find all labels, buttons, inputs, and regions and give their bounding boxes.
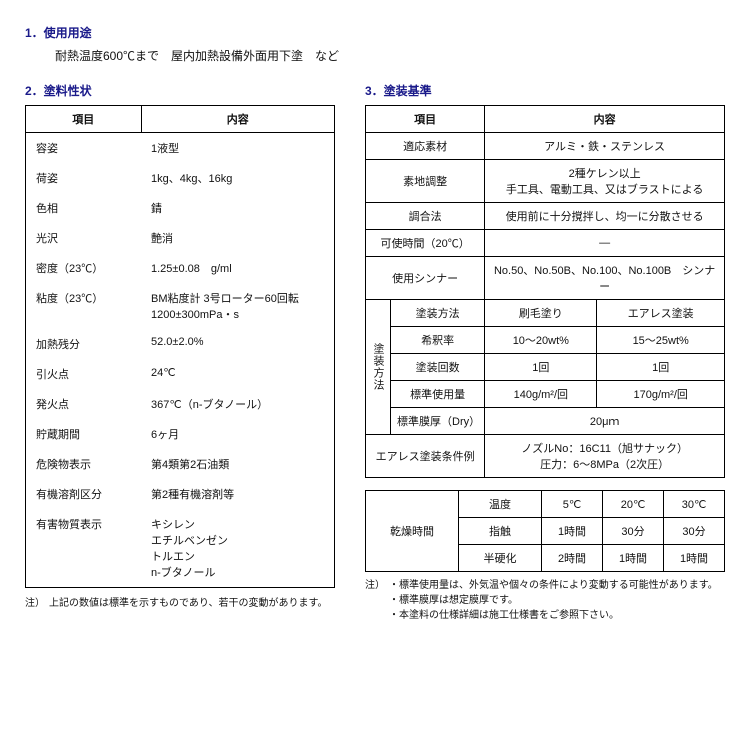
method-group: 塗装方法 [366,300,391,435]
material-value: アルミ・鉄・ステンレス [485,133,725,160]
props-row-value: 24℃ [141,359,335,389]
drying-table: 乾燥時間 温度 5℃ 20℃ 30℃ 指触 1時間 30分 30分 半硬化 2時… [365,490,725,572]
dry-touch-0: 1時間 [542,518,603,545]
right-notes: 注） ・標準使用量は、外気温や個々の条件により変動する可能性があります。・標準膜… [365,576,725,621]
dry-group: 乾燥時間 [366,491,459,572]
props-row-label: 有機溶剤区分 [26,479,142,509]
props-row-label: 発火点 [26,389,142,419]
dry-temp-2: 30℃ [664,491,725,518]
props-row-value: 367℃（n-ブタノール） [141,389,335,419]
dry-touch-label: 指触 [459,518,542,545]
mix-label: 調合法 [366,203,485,230]
thickness-value: 20μｍ [485,408,725,435]
props-row-value: 第2種有機溶剤等 [141,479,335,509]
props-row-label: 色相 [26,193,142,223]
props-row-label: 加熱残分 [26,329,142,359]
right-note-line: ・本塗料の仕様詳細は施工仕様書をご参照下さい。 [389,606,718,621]
airless-cond-label: エアレス塗装条件例 [366,435,485,478]
dry-temp-1: 20℃ [603,491,664,518]
coats-label: 塗装回数 [391,354,485,381]
dry-half-0: 2時間 [542,545,603,572]
dry-temp-label: 温度 [459,491,542,518]
props-row-label: 有害物質表示 [26,509,142,588]
props-row-value: 第4類第2石油類 [141,449,335,479]
section-2-title: 2．塗料性状 [25,82,335,99]
dry-touch-2: 30分 [664,518,725,545]
props-row-value: 1kg、4kg、16kg [141,163,335,193]
dry-touch-1: 30分 [603,518,664,545]
usage-brush: 140g/m²/回 [485,381,597,408]
dry-half-2: 1時間 [664,545,725,572]
section-1-title: 1．使用用途 [25,24,725,41]
note-text: 上記の数値は標準を示すものであり、若干の変動があります。 [49,594,328,609]
coats-brush: 1回 [485,354,597,381]
standards-table: 項目 内容 適応素材 アルミ・鉄・ステンレス 素地調整 2種ケレン以上 手工具、… [365,105,725,478]
potlife-label: 可使時間（20℃） [366,230,485,257]
potlife-value: ― [485,230,725,257]
props-row-value: 1液型 [141,133,335,164]
surface-label: 素地調整 [366,160,485,203]
thinner-label: 使用シンナー [366,257,485,300]
props-row-label: 危険物表示 [26,449,142,479]
props-row-label: 荷姿 [26,163,142,193]
props-row-label: 光沢 [26,223,142,253]
section-3-title: 3．塗装基準 [365,82,725,99]
props-header-content: 内容 [141,106,335,133]
props-header-item: 項目 [26,106,142,133]
coats-airless: 1回 [597,354,725,381]
usage-text: 耐熱温度600℃まで 屋内加熱設備外面用下塗 など [55,47,725,64]
usage-airless: 170g/m²/回 [597,381,725,408]
props-row-value: 6ヶ月 [141,419,335,449]
right-note-line: ・標準膜厚は想定膜厚です。 [389,591,718,606]
props-row-value: 1.25±0.08 g/ml [141,253,335,283]
dry-half-label: 半硬化 [459,545,542,572]
props-row-value: キシレン エチルベンゼン トルエン n-ブタノール [141,509,335,588]
material-label: 適応素材 [366,133,485,160]
airless-cond-value: ノズルNo：16C11（旭サナック） 圧力：6～8MPa（2次圧） [485,435,725,478]
thinner-value: No.50、No.50B、No.100、No.100B シンナー [485,257,725,300]
props-row-value: 艶消 [141,223,335,253]
dilution-label: 希釈率 [391,327,485,354]
dilution-airless: 15～25wt% [597,327,725,354]
props-row-label: 粘度（23℃） [26,283,142,329]
props-row-value: 52.0±2.0% [141,329,335,359]
properties-table: 項目 内容 容姿1液型荷姿1kg、4kg、16kg色相錆光沢艶消密度（23℃）1… [25,105,335,588]
std-header-item: 項目 [366,106,485,133]
props-note: 注） 上記の数値は標準を示すものであり、若干の変動があります。 [25,594,335,609]
method-row-label: 塗装方法 [391,300,485,327]
note-label: 注） [25,594,45,609]
method-airless: エアレス塗装 [597,300,725,327]
props-row-label: 密度（23℃） [26,253,142,283]
dry-temp-0: 5℃ [542,491,603,518]
dilution-brush: 10～20wt% [485,327,597,354]
usage-label: 標準使用量 [391,381,485,408]
props-row-value: 錆 [141,193,335,223]
props-row-label: 容姿 [26,133,142,164]
std-header-content: 内容 [485,106,725,133]
method-brush: 刷毛塗り [485,300,597,327]
thickness-label: 標準膜厚（Dry） [391,408,485,435]
right-note-line: ・標準使用量は、外気温や個々の条件により変動する可能性があります。 [389,576,718,591]
surface-value: 2種ケレン以上 手工具、電動工具、又はブラストによる [485,160,725,203]
props-row-label: 引火点 [26,359,142,389]
right-note-label: 注） [365,576,385,621]
props-row-value: BM粘度計 3号ローター60回転 1200±300mPa・s [141,283,335,329]
props-row-label: 貯蔵期間 [26,419,142,449]
mix-value: 使用前に十分撹拌し、均一に分散させる [485,203,725,230]
dry-half-1: 1時間 [603,545,664,572]
